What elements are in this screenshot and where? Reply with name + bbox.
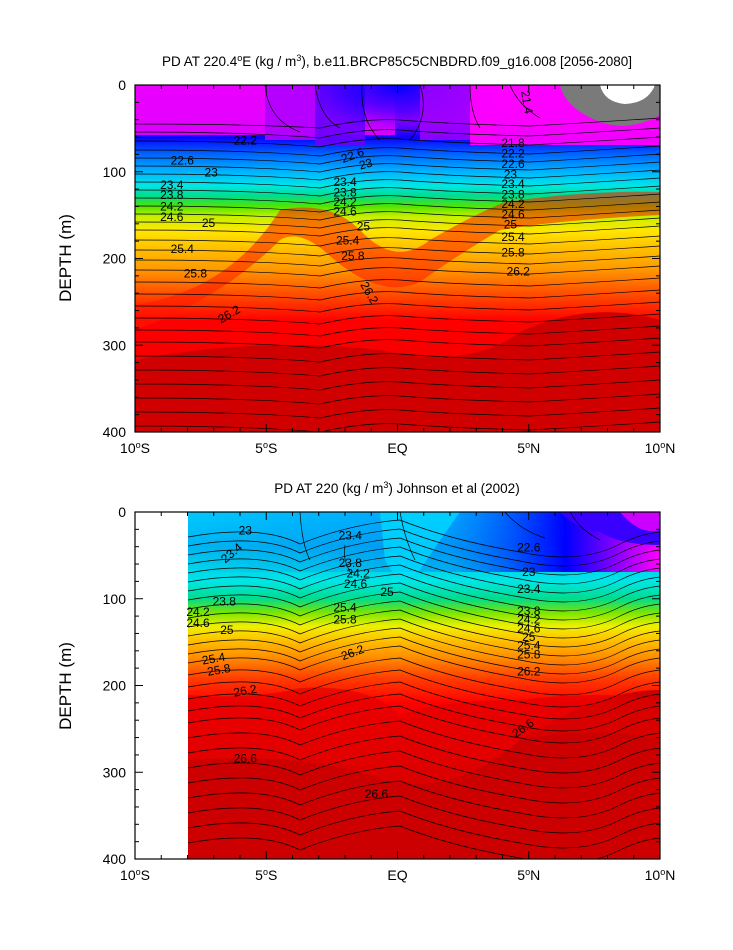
top-contour-label: 26.2 (507, 265, 531, 279)
top-contour-label: 25.4 (171, 242, 195, 256)
bottom-axes: 10oS 5oS EQ 5oN 10oN 0 100 200 300 400 (103, 504, 676, 883)
top-contour-label: 24.2 (333, 195, 357, 209)
top-y-tick-label: 300 (103, 337, 127, 353)
bottom-contour-label: 25.4 (517, 639, 541, 653)
top-contour-label: 22.6 (171, 154, 195, 168)
top-contour-label: 23.4 (160, 178, 184, 192)
top-panel-title: PD AT 220.4oE (kg / m3), b.e11.BRCP85C5C… (162, 53, 632, 69)
bottom-contour-label: 23.8 (517, 604, 541, 618)
top-y-tick-label: 0 (118, 77, 126, 93)
top-axes: 10oS 5oS EQ 5oN 10oN 0 100 200 300 400 (103, 77, 676, 456)
top-x-tick-label: 10oN (645, 440, 676, 456)
bottom-contour-label: 25 (220, 623, 234, 637)
top-contour-label: 23.8 (160, 188, 184, 202)
top-contour-label: 25 (357, 219, 371, 233)
top-contour-label: 23 (204, 166, 218, 180)
top-contour-field (135, 85, 660, 432)
bottom-y-tick-label: 300 (103, 764, 127, 780)
top-contour-label: 23 (504, 167, 518, 181)
bottom-y-tick-label: 100 (103, 591, 127, 607)
top-contour-label: 23 (358, 155, 375, 172)
bottom-contour-label: 23.8 (213, 594, 237, 608)
top-x-tick-label: 10oS (120, 440, 150, 456)
bottom-panel: PD AT 220 (kg / m3) Johnson et al (2002) (56, 480, 675, 883)
bottom-isopycnals (187, 512, 660, 859)
bottom-contour-label: 24.6 (344, 577, 368, 591)
top-contour-label: 23.4 (501, 177, 525, 191)
top-contour-label: 24.6 (160, 210, 184, 224)
bottom-x-tick-label: 5oN (517, 867, 540, 883)
top-isopycnals (135, 85, 660, 432)
top-y-tick-label: 100 (103, 164, 127, 180)
top-contour-label: 25.4 (501, 230, 525, 244)
top-y-tick-label: 400 (103, 424, 127, 440)
bottom-x-tick-label: 5oS (255, 867, 277, 883)
bottom-contour-label: 23 (522, 565, 536, 579)
bottom-contour-label: 24.6 (517, 621, 541, 635)
top-contour-label: 24.2 (501, 197, 525, 211)
top-contour-label: 23.8 (333, 186, 357, 200)
bottom-contour-label: 26.6 (365, 787, 389, 801)
bottom-contour-label: 23.4 (339, 528, 363, 542)
top-contour-label: 22.2 (501, 147, 525, 161)
top-contour-label: 22.6 (501, 157, 525, 171)
bottom-contour-label: 25.4 (333, 600, 357, 614)
bottom-contour-label: 26.2 (517, 665, 541, 679)
bottom-y-tick-label: 400 (103, 851, 127, 867)
top-x-tick-label: EQ (387, 440, 407, 456)
top-contour-label: 23.4 (333, 175, 357, 189)
top-contour-label: 22.2 (234, 134, 258, 148)
bottom-contour-label: 22.6 (517, 541, 541, 555)
top-contour-label: 23.8 (501, 187, 525, 201)
bottom-contour-label: 23.4 (517, 582, 541, 596)
top-contour-label: 21.8 (501, 136, 525, 150)
bottom-y-tick-label: 0 (118, 504, 126, 520)
bottom-contour-label: 24.2 (346, 567, 370, 581)
bottom-contour-label: 26.6 (234, 751, 258, 765)
top-y-axis-label: DEPTH (m) (56, 214, 75, 302)
bottom-contour-field (187, 512, 660, 859)
bottom-contour-label: 23.8 (339, 556, 363, 570)
top-contour-label: 25.8 (184, 266, 208, 280)
top-contour-label: 24.2 (160, 199, 184, 213)
bottom-contour-label: 25.8 (333, 613, 357, 627)
bottom-contour-label: 25.8 (206, 661, 232, 679)
bottom-x-tick-label: EQ (387, 867, 407, 883)
bottom-contour-label: 26.2 (232, 682, 258, 700)
top-contour-label: 25.4 (336, 233, 360, 247)
bottom-contour-label: 25.8 (517, 647, 541, 661)
top-contour-label: 25 (202, 216, 216, 230)
bottom-contour-label: 25.4 (201, 650, 227, 668)
top-contour-label: 25.8 (341, 249, 365, 263)
bottom-contour-label: 24.6 (186, 616, 210, 630)
bottom-x-tick-label: 10oS (120, 867, 150, 883)
bottom-contour-labels: 22.6232323.423.423.423.824.224.62525.425… (186, 523, 540, 801)
bottom-contour-label: 25 (380, 585, 394, 599)
top-x-tick-label: 5oN (517, 440, 540, 456)
bottom-contour-label: 23 (239, 523, 253, 537)
bottom-panel-title: PD AT 220 (kg / m3) Johnson et al (2002) (274, 480, 519, 496)
top-contour-label: 24.6 (333, 205, 357, 219)
bottom-y-axis-label: DEPTH (m) (56, 642, 75, 730)
top-contour-label: 25.8 (501, 245, 525, 259)
top-contour-label: 25 (504, 218, 518, 232)
bottom-contour-label: 24.2 (517, 613, 541, 627)
bottom-contour-label: 24.2 (186, 605, 210, 619)
bottom-x-tick-label: 10oN (645, 867, 676, 883)
bottom-y-tick-label: 200 (103, 678, 127, 694)
top-contour-label: 21.4 (518, 89, 536, 115)
bottom-contour-label: 25 (522, 630, 536, 644)
top-contour-label: 24.6 (501, 207, 525, 221)
top-x-tick-label: 5oS (255, 440, 277, 456)
top-panel: PD AT 220.4oE (kg / m3), b.e11.BRCP85C5C… (56, 53, 675, 456)
top-y-tick-label: 200 (103, 251, 127, 267)
